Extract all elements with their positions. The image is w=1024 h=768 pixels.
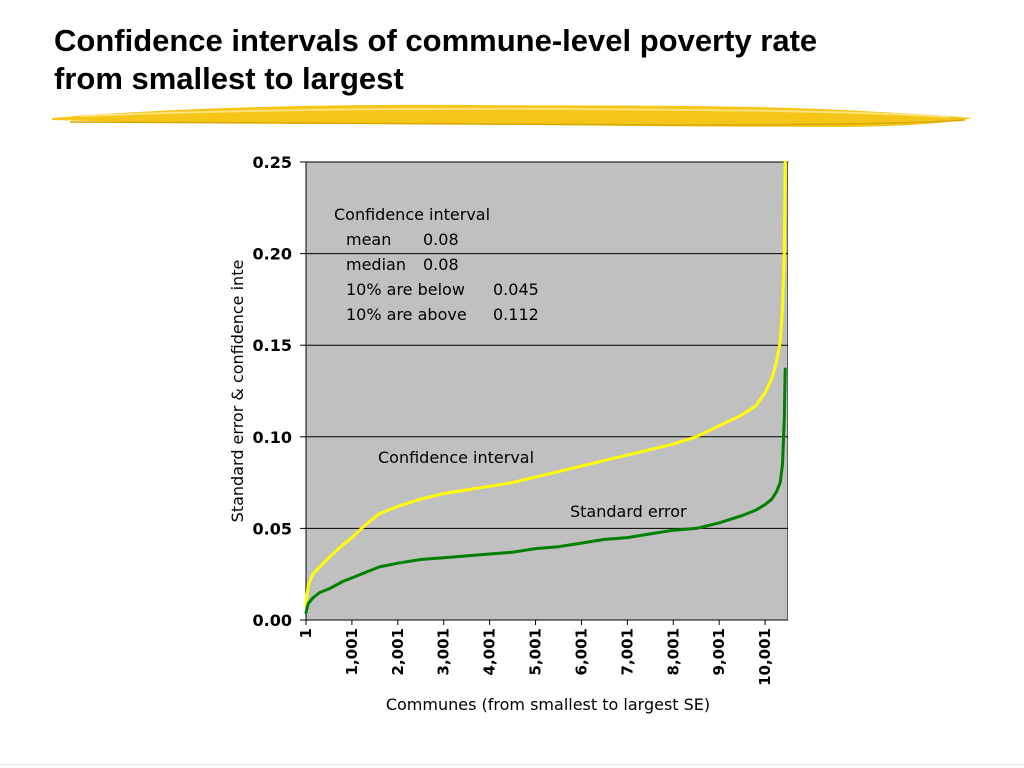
series-label-standard-error: Standard error: [570, 502, 687, 521]
y-tick-label-1: 0.05: [253, 519, 292, 538]
annotation-median-value: 0.08: [423, 255, 459, 274]
slide-title-line-2: from smallest to largest: [54, 61, 404, 96]
x-tick-label-8: 8,001: [664, 628, 682, 675]
slide-title-line-1: Confidence intervals of commune-level po…: [54, 23, 818, 58]
series-line-standard-error: [304, 367, 787, 615]
annotation-mean-value: 0.08: [423, 230, 459, 249]
x-tick-label-5: 5,001: [527, 628, 545, 675]
title-underline-stroke-highlight: [79, 107, 951, 118]
annotation-above-value: 0.112: [493, 305, 539, 324]
x-tick-label-4: 4,001: [481, 628, 499, 675]
x-tick-label-2: 2,001: [389, 628, 407, 675]
x-tick-label-6: 6,001: [572, 628, 590, 675]
annotation-mean-label: mean: [346, 230, 391, 249]
chart-right-edge-shadow: [788, 162, 798, 620]
x-tick-label-0: 1: [297, 628, 315, 638]
annotation-below-value: 0.045: [493, 280, 539, 299]
y-tick-label-0: 0.00: [253, 611, 292, 630]
series-line-confidence-interval: [304, 160, 787, 607]
y-tick-label-2: 0.10: [253, 428, 292, 447]
annotation-heading: Confidence interval: [334, 205, 490, 224]
x-tick-label-10: 10,001: [756, 628, 774, 686]
footer-divider: [0, 764, 1024, 765]
plot-area: [305, 161, 789, 621]
x-tick-label-7: 7,001: [618, 628, 636, 675]
y-tick-label-4: 0.20: [253, 245, 292, 264]
x-tick-label-3: 3,001: [435, 628, 453, 675]
stats-annotation: Confidence interval mean 0.08 median 0.0…: [334, 205, 539, 324]
annotation-median-label: median: [346, 255, 406, 274]
title-underline-brushstroke: [52, 104, 972, 127]
annotation-above-label: 10% are above: [346, 305, 467, 324]
series-label-confidence-interval: Confidence interval: [378, 448, 534, 467]
y-axis-label: Standard error & confidence inte: [228, 260, 247, 523]
y-tick-label-3: 0.15: [253, 336, 292, 355]
x-axis-label: Communes (from smallest to largest SE): [386, 695, 710, 714]
x-tick-label-1: 1,001: [343, 628, 361, 675]
annotation-below-label: 10% are below: [346, 280, 465, 299]
slide-title: Confidence intervals of commune-level po…: [54, 22, 994, 98]
title-underline-stroke-shadow: [69, 119, 966, 126]
y-tick-label-5: 0.25: [253, 153, 292, 172]
x-tick-label-9: 9,001: [710, 628, 728, 675]
